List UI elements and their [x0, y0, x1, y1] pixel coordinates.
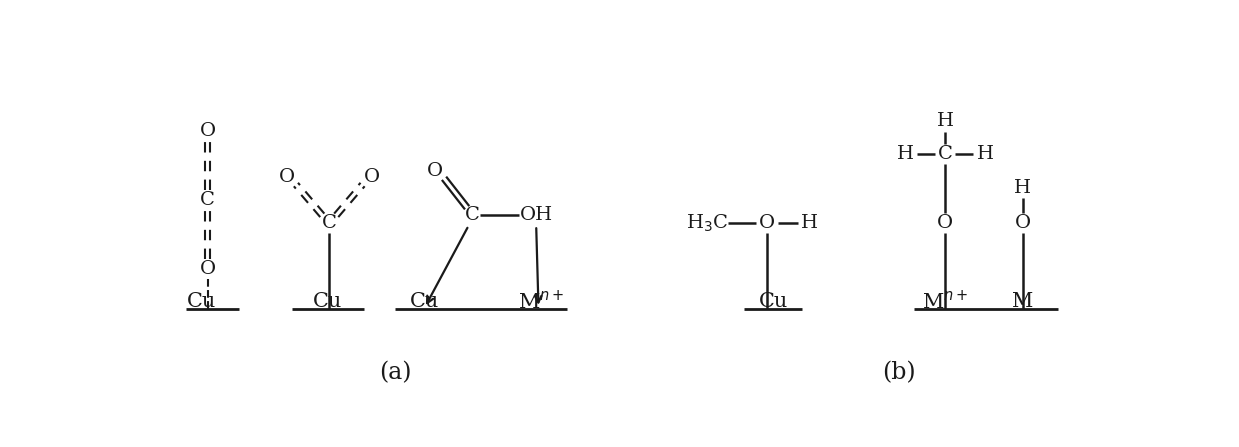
Text: M: M: [1012, 292, 1033, 311]
Text: Cu: Cu: [758, 292, 788, 311]
Text: O: O: [364, 168, 380, 186]
Text: H: H: [1015, 179, 1031, 198]
Text: M$^{n+}$: M$^{n+}$: [518, 290, 564, 313]
Text: O: O: [199, 260, 216, 278]
Text: O: O: [279, 168, 295, 186]
Text: O: O: [427, 162, 444, 180]
Text: H: H: [897, 145, 913, 163]
Text: O: O: [199, 122, 216, 139]
Text: C: C: [938, 145, 953, 163]
Text: O: O: [938, 214, 954, 232]
Text: H: H: [937, 112, 954, 131]
Text: C: C: [322, 214, 337, 232]
Text: H: H: [802, 214, 818, 232]
Text: O: O: [760, 214, 776, 232]
Text: (b): (b): [882, 362, 916, 385]
Text: OH: OH: [519, 207, 553, 224]
Text: Cu: Cu: [187, 292, 216, 311]
Text: (a): (a): [379, 362, 411, 385]
Text: C: C: [465, 207, 479, 224]
Text: H$_3$C: H$_3$C: [685, 212, 727, 234]
Text: O: O: [1015, 214, 1031, 232]
Text: H: H: [978, 145, 994, 163]
Text: Cu: Cu: [410, 292, 439, 311]
Text: Cu: Cu: [313, 292, 342, 311]
Text: C: C: [201, 191, 216, 209]
Text: M$^{n+}$: M$^{n+}$: [922, 290, 969, 313]
